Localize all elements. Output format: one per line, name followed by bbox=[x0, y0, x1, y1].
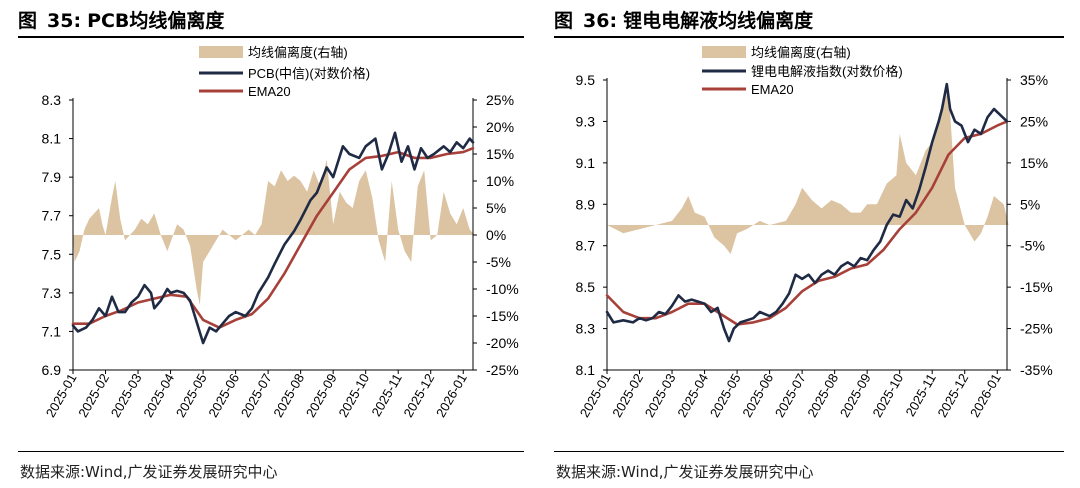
title-rule bbox=[18, 36, 524, 38]
x-tick-label: 2026-01 bbox=[967, 371, 1004, 420]
right-tick-label: 15% bbox=[1020, 155, 1048, 171]
left-tick-label: 8.9 bbox=[576, 196, 596, 212]
bias-area bbox=[607, 88, 1009, 254]
legend-label-price: PCB(中信)(对数价格) bbox=[248, 66, 370, 81]
right-tick-label: -20% bbox=[486, 335, 519, 351]
right-tick-label: 15% bbox=[486, 146, 514, 162]
left-tick-label: 7.1 bbox=[42, 323, 62, 339]
price-line bbox=[71, 131, 475, 345]
legend: 均线偏离度(右轴) 锂电电解液指数(对数价格) EMA20 bbox=[702, 45, 903, 97]
right-tick-label: -10% bbox=[486, 281, 519, 297]
right-tick-label: 20% bbox=[486, 119, 514, 135]
bias-area bbox=[73, 159, 475, 306]
x-tick-label: 2025-10 bbox=[869, 371, 906, 420]
x-tick-label: 2025-10 bbox=[335, 371, 372, 420]
pcb-chart: 均线偏离度(右轴) PCB(中信)(对数价格) EMA20 6.9 7.1 7.3 7… bbox=[42, 45, 519, 420]
price-line bbox=[605, 82, 1009, 343]
right-tick-label: 10% bbox=[486, 173, 514, 189]
left-tick-label: 8.3 bbox=[42, 92, 62, 108]
chart-title-36: 图 36: 锂电电解液均线偏离度 bbox=[554, 6, 813, 33]
right-tick-label: -35% bbox=[1020, 362, 1053, 378]
right-tick-label: 5% bbox=[486, 200, 506, 216]
legend: 均线偏离度(右轴) PCB(中信)(对数价格) EMA20 bbox=[199, 45, 370, 99]
source-rule bbox=[554, 451, 1064, 452]
left-tick-label: 8.3 bbox=[576, 321, 596, 337]
title-text: 锂电电解液均线偏离度 bbox=[623, 10, 814, 32]
left-tick-label: 8.1 bbox=[42, 131, 62, 147]
right-tick-label: 0% bbox=[486, 227, 506, 243]
ema20-line bbox=[605, 120, 1009, 326]
x-tick-label: 2026-01 bbox=[433, 371, 470, 420]
right-tick-label: -15% bbox=[1020, 279, 1053, 295]
plot-area: 8.1 8.3 8.5 8.7 8.9 9.1 9.3 9.5 -35% -25% -15% -5% 5… bbox=[576, 72, 1053, 420]
legend-swatch-bias bbox=[199, 46, 243, 58]
left-tick-label: 8.1 bbox=[576, 362, 596, 378]
x-tick-label: 2025-11 bbox=[368, 371, 404, 419]
left-tick-label: 7.7 bbox=[42, 208, 62, 224]
right-tick-label: -15% bbox=[486, 308, 519, 324]
right-tick-label: -25% bbox=[486, 362, 519, 378]
right-tick-label: 25% bbox=[1020, 113, 1048, 129]
right-tick-label: -5% bbox=[486, 254, 511, 270]
title-prefix: 图 bbox=[554, 10, 574, 32]
source-note-35: 数据来源:Wind,广发证券发展研究中心 bbox=[20, 463, 278, 481]
plot-area: 6.9 7.1 7.3 7.5 7.7 7.9 8.1 8.3 -25% -20% -15% -10%… bbox=[42, 92, 519, 420]
legend-label-bias: 均线偏离度(右轴) bbox=[248, 45, 348, 60]
legend-label-ema: EMA20 bbox=[248, 84, 291, 99]
title-prefix: 图 bbox=[18, 10, 38, 32]
left-tick-label: 9.5 bbox=[576, 72, 596, 88]
source-note-36: 数据来源:Wind,广发证券发展研究中心 bbox=[556, 463, 814, 481]
title-rule bbox=[554, 36, 1064, 38]
legend-label-ema: EMA20 bbox=[751, 82, 794, 97]
left-tick-label: 9.3 bbox=[576, 113, 596, 129]
right-tick-label: -5% bbox=[1020, 238, 1045, 254]
right-tick-label: 25% bbox=[486, 92, 514, 108]
chart-title-35: 图 35: PCB均线偏离度 bbox=[18, 6, 224, 33]
left-tick-label: 7.5 bbox=[42, 246, 62, 262]
title-number: 36: bbox=[583, 10, 618, 32]
legend-swatch-bias bbox=[702, 46, 746, 58]
left-tick-label: 7.3 bbox=[42, 285, 62, 301]
source-rule bbox=[18, 451, 524, 452]
right-tick-label: 35% bbox=[1020, 72, 1048, 88]
x-tick-label: 2025-11 bbox=[902, 371, 938, 419]
left-tick-label: 7.9 bbox=[42, 169, 62, 185]
left-tick-label: 6.9 bbox=[42, 362, 62, 378]
legend-label-price: 锂电电解液指数(对数价格) bbox=[751, 64, 903, 79]
title-number: 35: bbox=[47, 10, 82, 32]
right-tick-label: 5% bbox=[1020, 196, 1040, 212]
left-tick-label: 8.5 bbox=[576, 279, 596, 295]
title-text: PCB均线偏离度 bbox=[87, 10, 225, 32]
legend-label-bias: 均线偏离度(右轴) bbox=[751, 45, 851, 60]
electrolyte-chart: 均线偏离度(右轴) 锂电电解液指数(对数价格) EMA20 8.18.38.58… bbox=[576, 45, 1053, 420]
right-tick-label: -25% bbox=[1020, 321, 1053, 337]
left-tick-label: 9.1 bbox=[576, 155, 596, 171]
left-tick-label: 8.7 bbox=[576, 238, 596, 254]
